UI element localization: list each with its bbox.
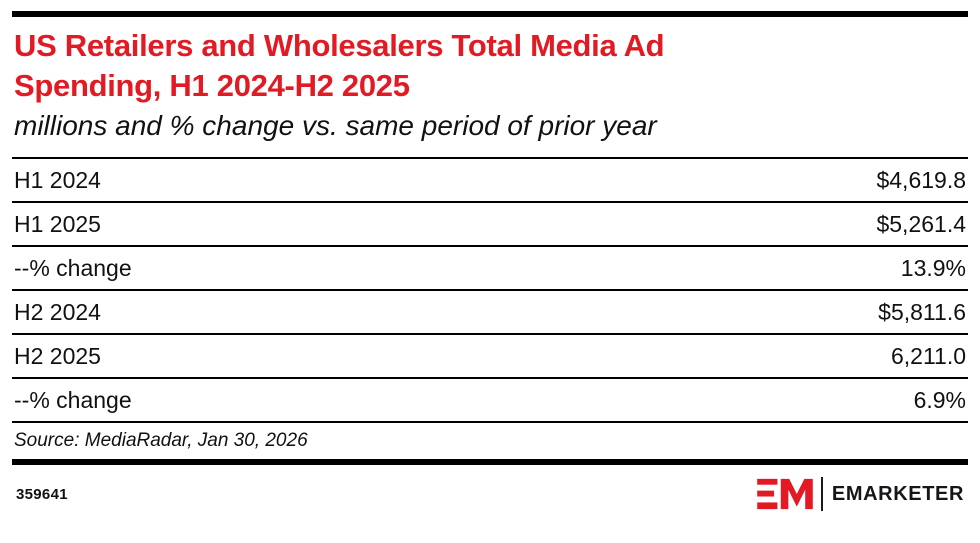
- row-label: H1 2024: [14, 166, 101, 193]
- row-value: 13.9%: [900, 254, 966, 281]
- row-label: --% change: [14, 386, 132, 413]
- row-value: $4,619.8: [876, 166, 966, 193]
- table-row: H2 2025 6,211.0: [12, 335, 968, 380]
- chart-title: US Retailers and Wholesalers Total Media…: [14, 26, 964, 105]
- row-label: H2 2025: [14, 342, 101, 369]
- bottom-rule: [12, 459, 968, 466]
- table-row: H1 2024 $4,619.8: [12, 159, 968, 204]
- table-row: H1 2025 $5,261.4: [12, 203, 968, 248]
- emarketer-logo: EMARKETER: [757, 477, 964, 512]
- source-note: Source: MediaRadar, Jan 30, 2026: [14, 430, 308, 452]
- row-value: $5,811.6: [878, 298, 966, 325]
- table-row: H2 2024 $5,811.6: [12, 291, 968, 336]
- emarketer-wordmark: EMARKETER: [831, 482, 964, 505]
- chart-id: 359641: [16, 485, 68, 503]
- chart-title-line1: US Retailers and Wholesalers Total Media…: [14, 28, 665, 63]
- footer: 359641 EMARKETER: [16, 475, 964, 513]
- top-rule: [12, 11, 968, 17]
- table-row: --% change 6.9%: [12, 379, 968, 424]
- row-label: H2 2024: [14, 298, 101, 325]
- data-table: H1 2024 $4,619.8 H1 2025 $5,261.4 --% ch…: [12, 157, 968, 424]
- row-value: $5,261.4: [876, 210, 966, 237]
- chart-title-line2: Spending, H1 2024-H2 2025: [14, 67, 410, 103]
- table-row: --% change 13.9%: [12, 247, 968, 292]
- chart-subtitle: millions and % change vs. same period of…: [14, 110, 657, 142]
- row-label: H1 2025: [14, 210, 101, 237]
- row-value: 6,211.0: [890, 342, 966, 369]
- logo-divider: [820, 477, 823, 512]
- em-logo-icon: [757, 479, 813, 510]
- row-label: --% change: [14, 254, 132, 281]
- row-value: 6.9%: [913, 386, 966, 413]
